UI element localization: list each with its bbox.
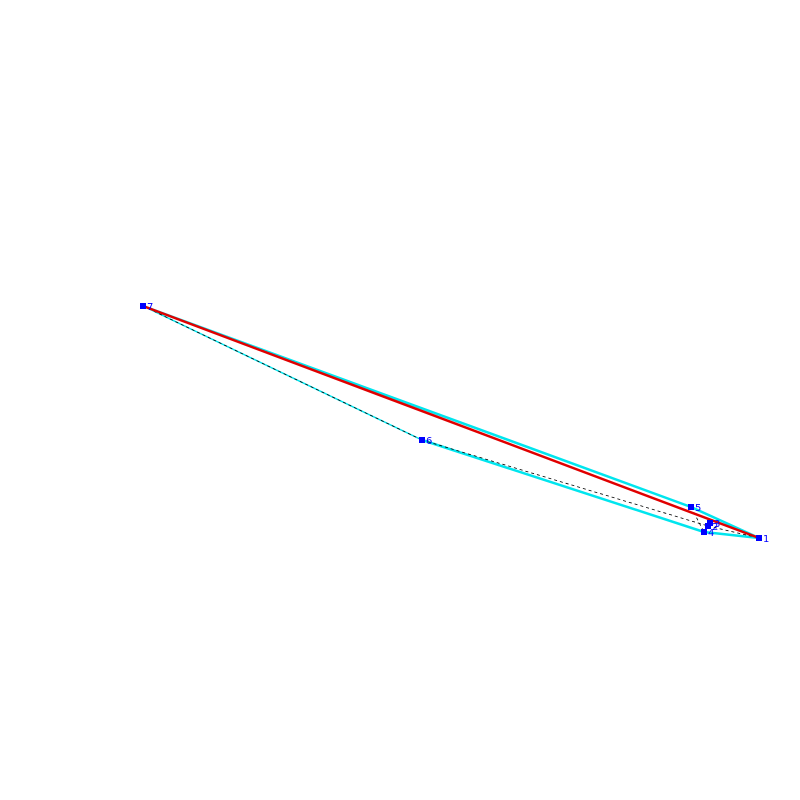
- edge: [703, 530, 760, 540]
- node-label: 7: [147, 302, 153, 313]
- node-marker: [419, 437, 425, 443]
- node-label: 3: [714, 519, 720, 530]
- dashed-edge: [421, 439, 709, 527]
- node-label: 5: [695, 503, 701, 514]
- nodes: 1 234 5 6 7: [140, 302, 769, 545]
- edge: [421, 438, 705, 534]
- node-label: 2: [712, 522, 718, 533]
- node-marker: [688, 504, 694, 510]
- node-marker: [707, 520, 713, 526]
- dashed-edge: [690, 506, 705, 533]
- node-label: 6: [426, 436, 432, 447]
- edge: [142, 305, 423, 441]
- red-edge: [142, 304, 760, 540]
- node-marker: [701, 529, 707, 535]
- edges: [142, 304, 760, 540]
- node-label: 4: [708, 528, 714, 539]
- node-marker: [140, 303, 146, 309]
- node-label: 1: [763, 534, 769, 545]
- node-marker: [756, 535, 762, 541]
